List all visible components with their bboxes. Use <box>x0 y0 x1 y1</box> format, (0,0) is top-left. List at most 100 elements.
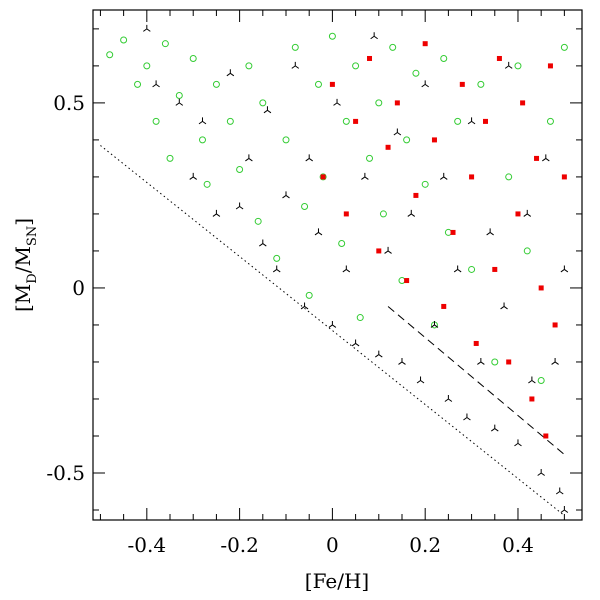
square-point <box>459 81 465 87</box>
circle-point <box>356 314 364 322</box>
square-point <box>520 100 526 106</box>
y-label-part: /M <box>11 246 35 273</box>
circle-point <box>403 136 411 144</box>
circle-point <box>546 117 554 125</box>
reference-line <box>100 145 565 516</box>
tripod-point <box>416 376 425 384</box>
circle-point <box>375 99 383 107</box>
tripod-point <box>551 357 559 365</box>
circle-point <box>291 43 299 51</box>
square-point <box>534 155 540 161</box>
tripod-point <box>467 117 476 125</box>
square-point <box>515 211 521 217</box>
tripod-point <box>333 98 341 106</box>
circle-point <box>175 91 183 99</box>
tripod-point <box>152 80 160 88</box>
circle-point <box>328 32 336 40</box>
tripod-point <box>560 265 569 273</box>
tripod-point <box>430 320 439 328</box>
tripod-point <box>444 394 453 402</box>
tripod-point <box>528 376 536 384</box>
tripod-point <box>560 506 569 513</box>
x-tick-label: 0 <box>326 533 339 557</box>
circle-point <box>491 358 499 366</box>
square-point <box>329 81 335 87</box>
tripod-point <box>342 265 351 273</box>
x-tick-label: 0.4 <box>502 533 534 557</box>
circle-point <box>468 265 476 273</box>
tripod-point <box>421 80 429 88</box>
y-axis-label: [MD/MSN] <box>11 218 40 312</box>
circle-point <box>366 154 374 162</box>
square-point <box>496 55 502 61</box>
y-label-part: [M <box>11 284 35 312</box>
square-point <box>367 55 373 61</box>
tripod-point <box>500 302 508 310</box>
y-label-part: ] <box>11 218 35 226</box>
circle-point <box>236 166 244 174</box>
tripod-point <box>542 154 550 162</box>
circle-point <box>152 117 160 125</box>
tripod-point <box>291 61 300 69</box>
tripod-point <box>305 154 313 162</box>
square-point <box>469 174 475 180</box>
tripod-point <box>189 172 198 180</box>
circle-point <box>389 43 397 51</box>
circle-point <box>523 247 531 255</box>
circle-point <box>273 254 281 262</box>
circle-point <box>143 62 151 70</box>
tripod-point <box>407 209 416 217</box>
circle-point <box>189 54 197 62</box>
circle-point <box>226 117 234 125</box>
square-point <box>450 229 456 235</box>
square-point <box>413 192 419 198</box>
square-point <box>385 144 391 150</box>
circle-point <box>338 240 346 248</box>
circle-point <box>134 80 142 88</box>
tripod-point <box>328 320 337 328</box>
tripod-point <box>537 468 545 476</box>
square-point <box>482 118 488 124</box>
tripod-point <box>453 265 462 273</box>
tripod-point <box>272 265 281 273</box>
square-point <box>441 303 447 309</box>
tripod-point <box>375 350 383 358</box>
square-point <box>561 174 567 180</box>
square-point <box>529 396 535 402</box>
y-label-part: SN <box>25 226 40 246</box>
tripod-point <box>245 154 253 162</box>
tripod-point <box>143 24 151 32</box>
circle-point <box>254 217 262 225</box>
square-point <box>538 285 544 291</box>
tripod-point <box>439 172 448 180</box>
square-point <box>422 41 428 47</box>
square-point <box>394 100 400 106</box>
tripod-point <box>226 69 235 77</box>
tripod-point <box>490 424 499 432</box>
tripod-point <box>523 209 532 217</box>
circle-point <box>314 80 322 88</box>
square-point <box>543 433 549 439</box>
x-axis-label: [Fe/H] <box>305 569 369 593</box>
x-tick-label: -0.4 <box>128 533 167 557</box>
circle-point <box>537 376 545 384</box>
tripod-point <box>486 228 494 236</box>
tripod-point <box>398 357 406 365</box>
y-tick-label: 0.5 <box>53 91 85 115</box>
circle-point <box>282 136 290 144</box>
tripod-point <box>504 61 513 69</box>
tripod-point <box>463 413 471 421</box>
tripod-point <box>370 32 378 40</box>
tripod-point <box>235 202 244 210</box>
tripod-point <box>282 191 290 199</box>
square-point <box>320 174 326 180</box>
circle-point <box>352 62 360 70</box>
square-point <box>473 340 479 346</box>
y-label-part: D <box>25 273 40 283</box>
square-point <box>376 248 382 254</box>
circle-point <box>212 80 220 88</box>
circle-point <box>259 99 267 107</box>
tripod-point <box>384 246 392 254</box>
square-point <box>506 359 512 365</box>
